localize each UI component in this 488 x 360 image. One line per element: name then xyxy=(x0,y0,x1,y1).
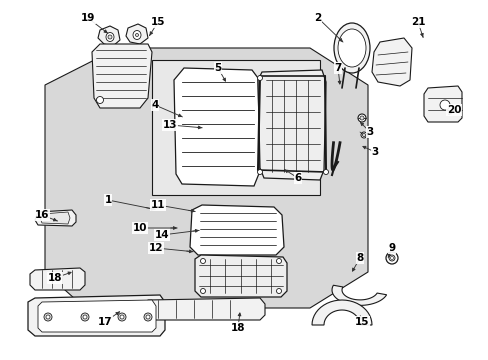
Ellipse shape xyxy=(143,313,152,321)
Ellipse shape xyxy=(439,100,449,110)
Text: 19: 19 xyxy=(81,13,95,23)
Text: 14: 14 xyxy=(154,230,169,240)
Text: 16: 16 xyxy=(35,210,49,220)
Polygon shape xyxy=(98,26,120,46)
Polygon shape xyxy=(195,255,286,297)
Polygon shape xyxy=(371,38,411,86)
Polygon shape xyxy=(38,300,156,332)
Polygon shape xyxy=(311,300,371,325)
Text: 8: 8 xyxy=(356,253,363,263)
Polygon shape xyxy=(30,268,85,290)
Ellipse shape xyxy=(359,116,363,120)
Ellipse shape xyxy=(390,256,393,260)
Text: 3: 3 xyxy=(366,127,373,137)
Polygon shape xyxy=(423,86,461,122)
Ellipse shape xyxy=(200,258,205,264)
Polygon shape xyxy=(40,212,70,224)
Ellipse shape xyxy=(337,29,365,67)
Ellipse shape xyxy=(120,315,124,319)
Ellipse shape xyxy=(357,114,365,122)
Text: 18: 18 xyxy=(230,323,245,333)
Text: 15: 15 xyxy=(354,317,368,327)
Ellipse shape xyxy=(200,288,205,293)
Polygon shape xyxy=(152,60,319,195)
Ellipse shape xyxy=(133,31,141,40)
Text: 18: 18 xyxy=(48,273,62,283)
Text: 7: 7 xyxy=(334,63,341,73)
Text: 12: 12 xyxy=(148,243,163,253)
Ellipse shape xyxy=(44,313,52,321)
Polygon shape xyxy=(174,68,260,186)
Text: 6: 6 xyxy=(294,173,301,183)
Ellipse shape xyxy=(83,315,87,319)
Text: 11: 11 xyxy=(150,200,165,210)
Text: 1: 1 xyxy=(104,195,111,205)
Ellipse shape xyxy=(106,32,114,41)
Polygon shape xyxy=(45,48,367,308)
Text: 20: 20 xyxy=(446,105,460,115)
Ellipse shape xyxy=(388,255,394,261)
Ellipse shape xyxy=(276,288,281,293)
Polygon shape xyxy=(28,295,164,336)
Ellipse shape xyxy=(146,315,150,319)
Ellipse shape xyxy=(135,33,138,36)
Polygon shape xyxy=(92,44,152,108)
Text: 2: 2 xyxy=(314,13,321,23)
Text: 10: 10 xyxy=(132,223,147,233)
Ellipse shape xyxy=(46,315,50,319)
Ellipse shape xyxy=(118,313,126,321)
Ellipse shape xyxy=(81,313,89,321)
Text: 13: 13 xyxy=(163,120,177,130)
Ellipse shape xyxy=(323,170,328,175)
Ellipse shape xyxy=(385,252,397,264)
Text: 5: 5 xyxy=(214,63,221,73)
Ellipse shape xyxy=(333,23,369,73)
Text: 17: 17 xyxy=(98,317,112,327)
Ellipse shape xyxy=(257,76,262,81)
Ellipse shape xyxy=(276,258,281,264)
Polygon shape xyxy=(126,24,148,44)
Ellipse shape xyxy=(96,96,103,104)
Text: 15: 15 xyxy=(150,17,165,27)
Polygon shape xyxy=(143,298,264,320)
Text: 9: 9 xyxy=(387,243,395,253)
Polygon shape xyxy=(190,205,284,255)
Ellipse shape xyxy=(257,170,262,175)
Ellipse shape xyxy=(362,134,365,136)
Polygon shape xyxy=(258,70,325,180)
Ellipse shape xyxy=(360,132,366,138)
Polygon shape xyxy=(331,285,386,305)
Polygon shape xyxy=(35,210,76,226)
Text: 4: 4 xyxy=(151,100,159,110)
Ellipse shape xyxy=(108,35,112,39)
Text: 21: 21 xyxy=(410,17,425,27)
Text: 3: 3 xyxy=(370,147,378,157)
